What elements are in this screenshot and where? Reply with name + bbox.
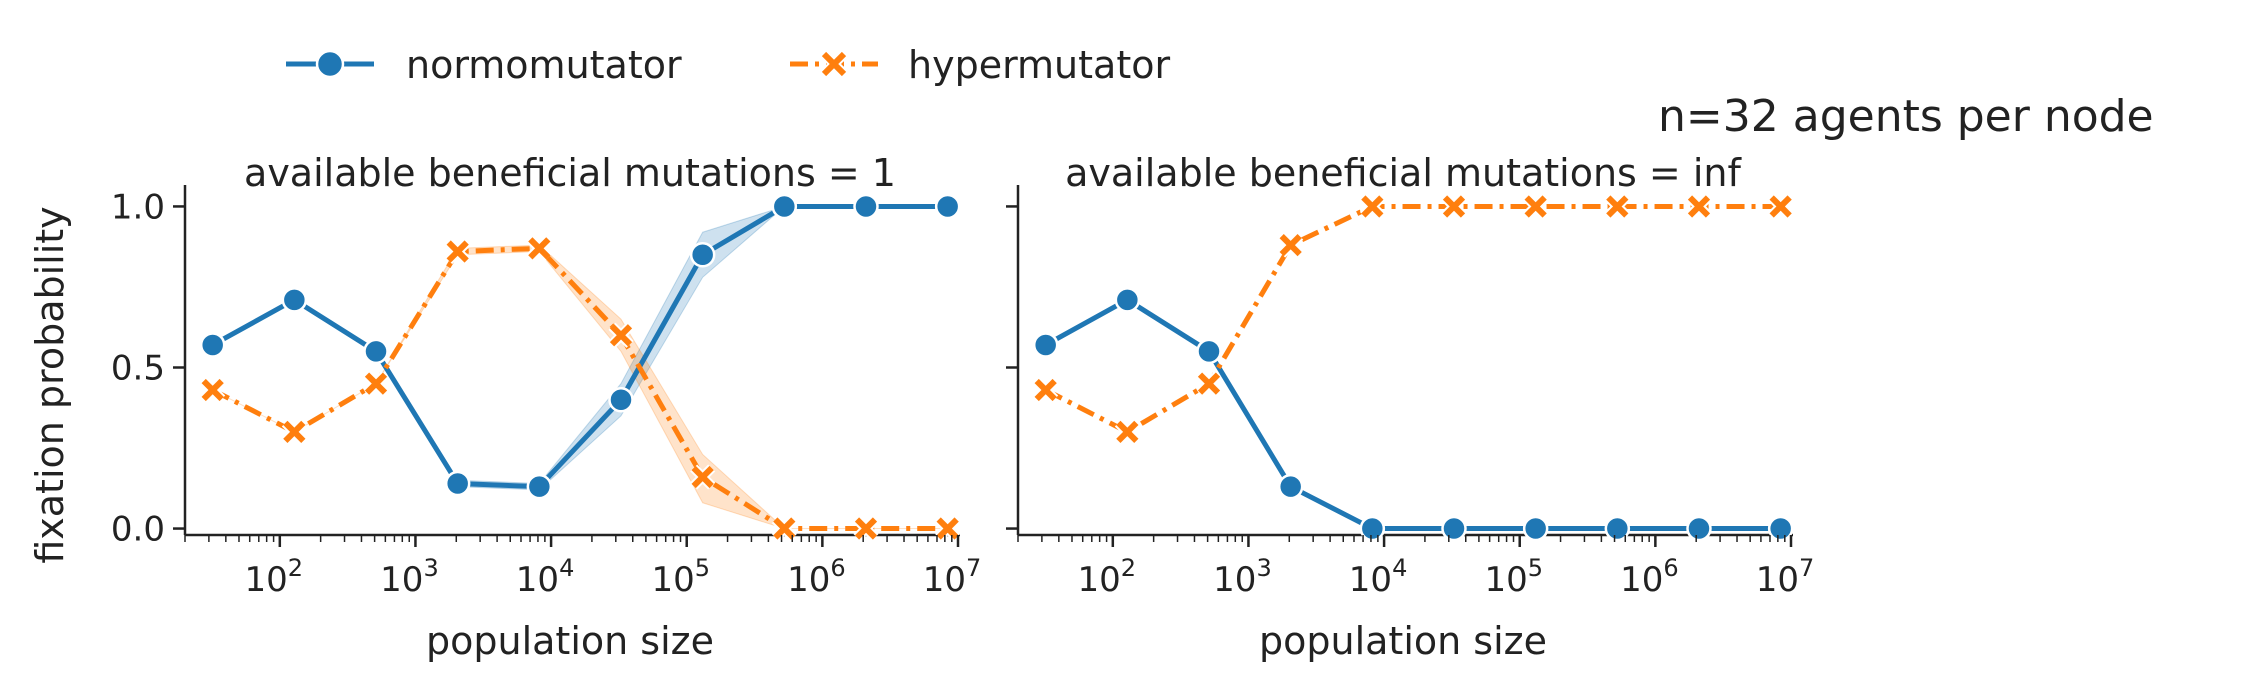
- legend-marker-normomutator: [315, 49, 345, 79]
- data-point-normomutator: [1196, 338, 1222, 365]
- data-point-normomutator: [853, 193, 879, 220]
- subplot-left: available beneficial mutations = 1 102 10…: [28, 151, 981, 663]
- data-point-hypermutator: [1114, 419, 1140, 445]
- data-point-hypermutator: [445, 239, 471, 265]
- x-tick-label: 102: [245, 554, 304, 600]
- data-point-normomutator: [1359, 515, 1386, 542]
- data-point-hypermutator: [526, 235, 552, 261]
- legend-item-hypermutator: hypermutator: [790, 43, 1170, 87]
- x-tick-label: 104: [516, 554, 575, 600]
- y-ticks: [1006, 205, 1018, 530]
- data-point-hypermutator: [1523, 193, 1549, 219]
- x-ticks: 102 103 104 105 106 107: [1017, 535, 1815, 600]
- panel-title: available beneficial mutations = 1: [244, 151, 896, 195]
- series-group: [199, 193, 961, 542]
- axes: [1016, 185, 1793, 537]
- data-point-normomutator: [1441, 515, 1467, 542]
- x-tick-label: 106: [1620, 554, 1679, 600]
- x-tick-label: 103: [380, 554, 439, 600]
- panel-title: available beneficial mutations = inf: [1065, 151, 1742, 195]
- data-point-normomutator: [689, 242, 716, 268]
- data-point-hypermutator: [1768, 193, 1794, 219]
- figure-suptitle: n=32 agents per node: [1658, 91, 2154, 142]
- x-tick-label: 106: [787, 554, 846, 600]
- series-line-hypermutator: [211, 245, 948, 532]
- x-tick-label: 103: [1213, 554, 1272, 600]
- axes: [183, 185, 960, 537]
- data-point-normomutator: [281, 287, 308, 313]
- data-point-hypermutator: [1686, 193, 1712, 219]
- data-point-hypermutator: [281, 419, 307, 445]
- x-axis-label: population size: [426, 619, 714, 663]
- data-point-normomutator: [444, 470, 471, 497]
- data-point-normomutator: [199, 332, 226, 358]
- data-point-normomutator: [934, 193, 961, 220]
- legend: normomutator hypermutator: [286, 43, 1170, 87]
- legend-marker-hypermutator: [820, 50, 848, 78]
- data-point-normomutator: [1032, 332, 1059, 358]
- data-point-hypermutator: [853, 516, 879, 542]
- data-point-normomutator: [1522, 515, 1549, 542]
- data-point-normomutator: [771, 193, 798, 220]
- data-point-hypermutator: [608, 322, 634, 348]
- data-point-normomutator: [1277, 473, 1304, 500]
- data-point-hypermutator: [1033, 377, 1059, 403]
- x-tick-label: 107: [923, 554, 982, 600]
- x-tick-label: 102: [1078, 554, 1137, 600]
- data-point-hypermutator: [690, 464, 716, 490]
- x-tick-label: 107: [1756, 554, 1815, 600]
- data-point-hypermutator: [1359, 193, 1385, 219]
- data-point-hypermutator: [935, 516, 961, 542]
- data-point-normomutator: [363, 338, 389, 365]
- x-tick-label: 104: [1349, 554, 1408, 600]
- subplot-right: available beneficial mutations = inf 102…: [1006, 151, 1814, 663]
- data-point-normomutator: [1686, 515, 1712, 542]
- y-tick-label: 1.0: [111, 187, 165, 227]
- data-point-hypermutator: [200, 377, 226, 403]
- data-point-normomutator: [526, 473, 553, 500]
- data-point-hypermutator: [1278, 232, 1304, 258]
- data-point-normomutator: [1604, 515, 1631, 542]
- data-point-hypermutator: [363, 371, 389, 397]
- data-point-hypermutator: [1604, 193, 1630, 219]
- data-point-hypermutator: [1441, 193, 1467, 219]
- y-tick-label: 0.0: [111, 510, 165, 550]
- legend-label-normomutator: normomutator: [406, 43, 682, 87]
- series-line-hypermutator: [1044, 203, 1781, 435]
- series-line-normomutator: [211, 203, 948, 490]
- data-point-normomutator: [608, 386, 634, 413]
- x-tick-label: 105: [1484, 554, 1543, 600]
- x-tick-label: 105: [651, 554, 710, 600]
- legend-label-hypermutator: hypermutator: [908, 43, 1170, 87]
- data-point-normomutator: [1767, 515, 1794, 542]
- x-axis-label: population size: [1259, 619, 1547, 663]
- y-ticks: 0.0 0.5 1.0: [111, 187, 185, 550]
- legend-item-normomutator: normomutator: [286, 43, 682, 87]
- data-point-normomutator: [1114, 287, 1141, 313]
- data-point-hypermutator: [1196, 371, 1222, 397]
- series-line-normomutator: [1044, 297, 1781, 532]
- y-axis-label: fixation probability: [28, 206, 72, 563]
- data-point-hypermutator: [771, 516, 797, 542]
- y-tick-label: 0.5: [111, 349, 165, 389]
- x-ticks: 102 103 104 105 106 107: [184, 535, 982, 600]
- series-group: [1032, 193, 1794, 542]
